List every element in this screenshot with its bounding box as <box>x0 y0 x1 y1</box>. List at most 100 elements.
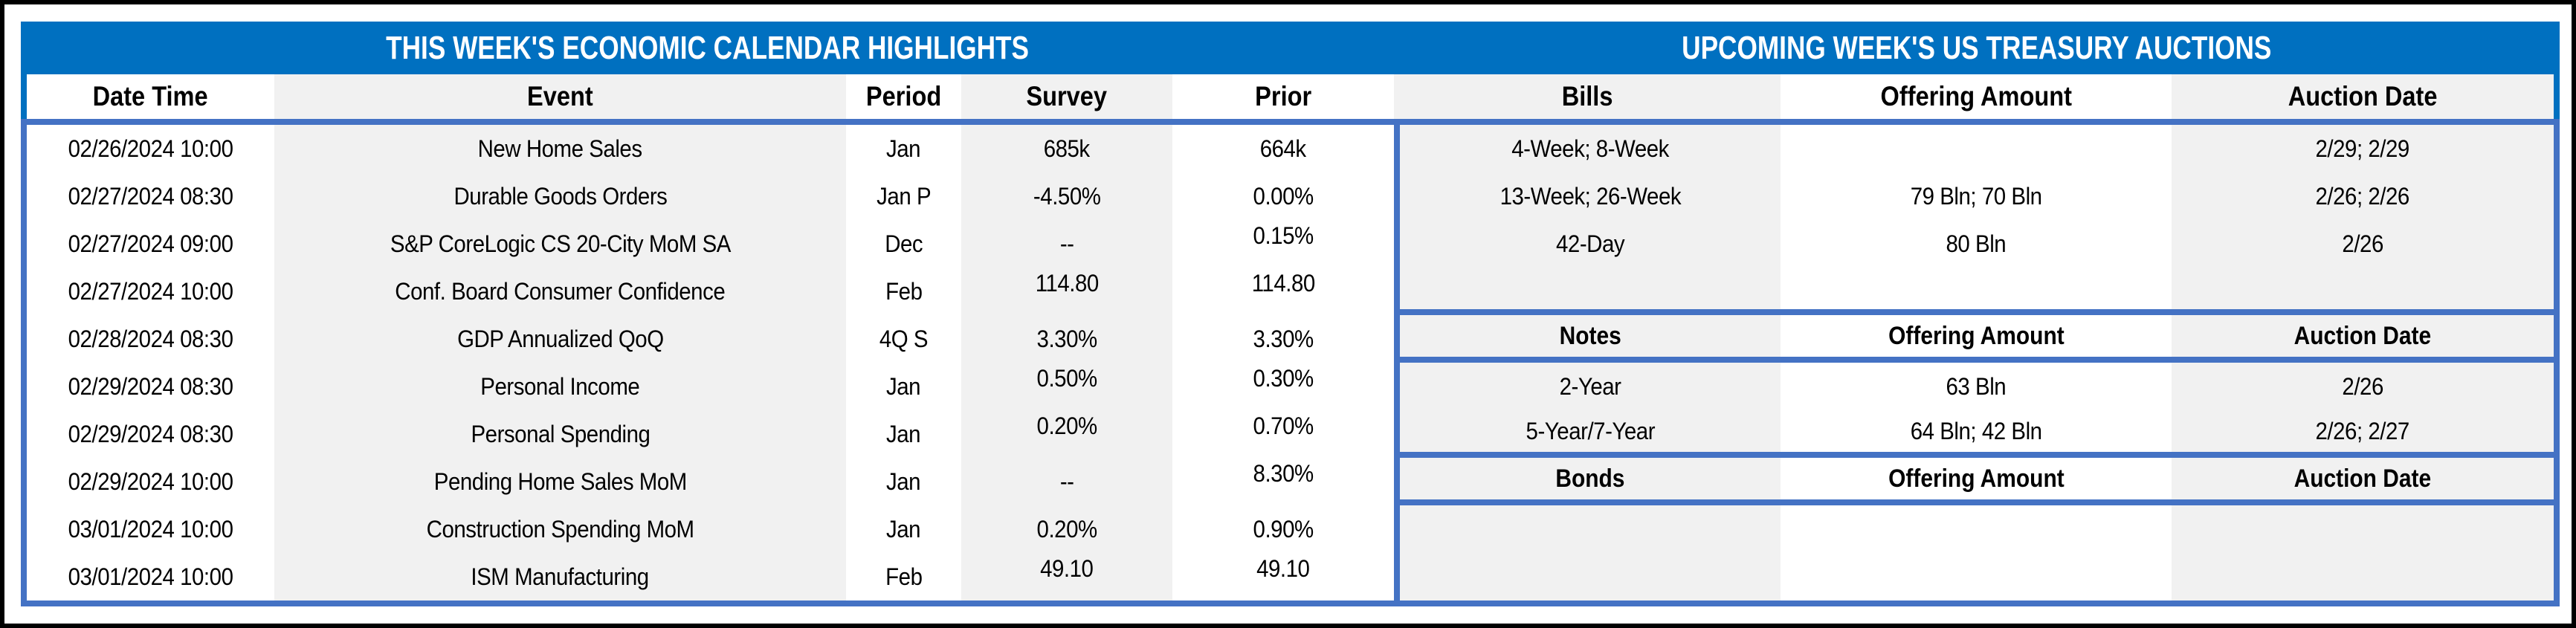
event-cell: Construction Spending MoM <box>274 505 846 553</box>
notes-label: Notes <box>1400 315 1781 357</box>
auction-date-cell: 2/29; 2/29 <box>2172 125 2554 172</box>
date-time-cell: 03/01/2024 10:00 <box>27 505 274 553</box>
date-time-cell: 02/26/2024 10:00 <box>27 125 274 172</box>
bills-row: 42-Day 80 Bln 2/26 <box>1400 220 2554 268</box>
survey-cell: -4.50% <box>961 172 1172 220</box>
event-cell: New Home Sales <box>274 125 846 172</box>
prior-cell: 0.15% <box>1172 220 1394 268</box>
period-cell: Jan P <box>846 172 961 220</box>
bonds-header-row: Bonds Offering Amount Auction Date <box>1400 458 2554 505</box>
prior-cell: 0.00% <box>1172 172 1394 220</box>
period-cell: Jan <box>846 363 961 410</box>
header-divider <box>21 119 2560 125</box>
calendar-row: 02/28/2024 08:30 GDP Annualized QoQ 4Q S… <box>27 315 1394 363</box>
auctions-title-text: UPCOMING WEEK'S US TREASURY AUCTIONS <box>1682 29 2272 66</box>
prior-cell: 8.30% <box>1172 458 1394 505</box>
calendar-row: 02/27/2024 10:00 Conf. Board Consumer Co… <box>27 268 1394 315</box>
period-cell: Dec <box>846 220 961 268</box>
auction-date-label: Auction Date <box>2172 315 2554 357</box>
prior-cell: 114.80 <box>1172 268 1394 315</box>
survey-cell: 685k <box>961 125 1172 172</box>
col-header-prior: Prior <box>1172 74 1394 119</box>
period-cell: Feb <box>846 268 961 315</box>
security-cell <box>1400 505 1781 601</box>
survey-cell: -- <box>961 458 1172 505</box>
security-cell: 42-Day <box>1400 220 1781 268</box>
survey-cell: -- <box>961 220 1172 268</box>
notes-header-row: Notes Offering Amount Auction Date <box>1400 315 2554 363</box>
date-time-cell: 03/01/2024 10:00 <box>27 553 274 601</box>
bonds-empty-row <box>1400 505 2554 601</box>
col-header-offering-amount: Offering Amount <box>1781 74 2172 119</box>
auction-date-cell <box>2172 505 2554 601</box>
offering-cell <box>1781 125 2172 172</box>
date-time-cell: 02/27/2024 08:30 <box>27 172 274 220</box>
prior-cell: 664k <box>1172 125 1394 172</box>
calendar-title: THIS WEEK'S ECONOMIC CALENDAR HIGHLIGHTS <box>21 22 1394 74</box>
offering-cell: 64 Bln; 42 Bln <box>1781 410 2172 452</box>
event-cell: S&P CoreLogic CS 20-City MoM SA <box>274 220 846 268</box>
calendar-row: 03/01/2024 10:00 Construction Spending M… <box>27 505 1394 553</box>
prior-cell: 49.10 <box>1172 553 1394 601</box>
offering-cell: 63 Bln <box>1781 363 2172 410</box>
period-cell: Feb <box>846 553 961 601</box>
auctions-title: UPCOMING WEEK'S US TREASURY AUCTIONS <box>1394 22 2560 74</box>
prior-cell: 0.90% <box>1172 505 1394 553</box>
sheet: THIS WEEK'S ECONOMIC CALENDAR HIGHLIGHTS… <box>21 22 2560 606</box>
offering-amount-label: Offering Amount <box>1781 315 2172 357</box>
calendar-row: 02/29/2024 10:00 Pending Home Sales MoM … <box>27 458 1394 505</box>
column-header-row: Date Time Event Period Survey Prior Bill… <box>21 74 2560 119</box>
security-cell: 4-Week; 8-Week <box>1400 125 1781 172</box>
auction-date-cell <box>2172 268 2554 309</box>
bills-row: 13-Week; 26-Week 79 Bln; 70 Bln 2/26; 2/… <box>1400 172 2554 220</box>
prior-cell: 3.30% <box>1172 315 1394 363</box>
col-header-auction-date: Auction Date <box>2172 74 2554 119</box>
calendar-row: 02/29/2024 08:30 Personal Spending Jan 0… <box>27 410 1394 458</box>
event-cell: Durable Goods Orders <box>274 172 846 220</box>
event-cell: GDP Annualized QoQ <box>274 315 846 363</box>
bills-empty-row <box>1400 268 2554 315</box>
auction-date-cell: 2/26; 2/26 <box>2172 172 2554 220</box>
auction-date-label: Auction Date <box>2172 458 2554 499</box>
survey-cell: 3.30% <box>961 315 1172 363</box>
period-cell: Jan <box>846 458 961 505</box>
survey-cell: 49.10 <box>961 553 1172 601</box>
calendar-row: 02/26/2024 10:00 New Home Sales Jan 685k… <box>27 125 1394 172</box>
col-header-event: Event <box>274 74 846 119</box>
auctions-table: 4-Week; 8-Week 2/29; 2/29 13-Week; 26-We… <box>1394 125 2560 601</box>
offering-cell <box>1781 505 2172 601</box>
survey-cell: 0.20% <box>961 410 1172 458</box>
title-bar: THIS WEEK'S ECONOMIC CALENDAR HIGHLIGHTS… <box>21 22 2560 74</box>
calendar-table: 02/26/2024 10:00 New Home Sales Jan 685k… <box>21 125 1394 601</box>
calendar-row: 03/01/2024 10:00 ISM Manufacturing Feb 4… <box>27 553 1394 601</box>
notes-row: 5-Year/7-Year 64 Bln; 42 Bln 2/26; 2/27 <box>1400 410 2554 458</box>
auction-date-cell: 2/26 <box>2172 220 2554 268</box>
col-header-period: Period <box>846 74 961 119</box>
calendar-row: 02/27/2024 09:00 S&P CoreLogic CS 20-Cit… <box>27 220 1394 268</box>
event-cell: ISM Manufacturing <box>274 553 846 601</box>
data-area: 02/26/2024 10:00 New Home Sales Jan 685k… <box>21 125 2560 606</box>
security-cell: 2-Year <box>1400 363 1781 410</box>
bills-row: 4-Week; 8-Week 2/29; 2/29 <box>1400 125 2554 172</box>
date-time-cell: 02/27/2024 10:00 <box>27 268 274 315</box>
security-cell: 5-Year/7-Year <box>1400 410 1781 452</box>
period-cell: Jan <box>846 125 961 172</box>
period-cell: Jan <box>846 410 961 458</box>
offering-cell <box>1781 268 2172 309</box>
event-cell: Conf. Board Consumer Confidence <box>274 268 846 315</box>
event-cell: Pending Home Sales MoM <box>274 458 846 505</box>
calendar-row: 02/27/2024 08:30 Durable Goods Orders Ja… <box>27 172 1394 220</box>
calendar-title-text: THIS WEEK'S ECONOMIC CALENDAR HIGHLIGHTS <box>386 29 1029 66</box>
calendar-row: 02/29/2024 08:30 Personal Income Jan 0.5… <box>27 363 1394 410</box>
period-cell: Jan <box>846 505 961 553</box>
offering-cell: 79 Bln; 70 Bln <box>1781 172 2172 220</box>
date-time-cell: 02/27/2024 09:00 <box>27 220 274 268</box>
survey-cell: 0.50% <box>961 363 1172 410</box>
prior-cell: 0.30% <box>1172 363 1394 410</box>
date-time-cell: 02/28/2024 08:30 <box>27 315 274 363</box>
bonds-label: Bonds <box>1400 458 1781 499</box>
date-time-cell: 02/29/2024 10:00 <box>27 458 274 505</box>
prior-cell: 0.70% <box>1172 410 1394 458</box>
security-cell: 13-Week; 26-Week <box>1400 172 1781 220</box>
